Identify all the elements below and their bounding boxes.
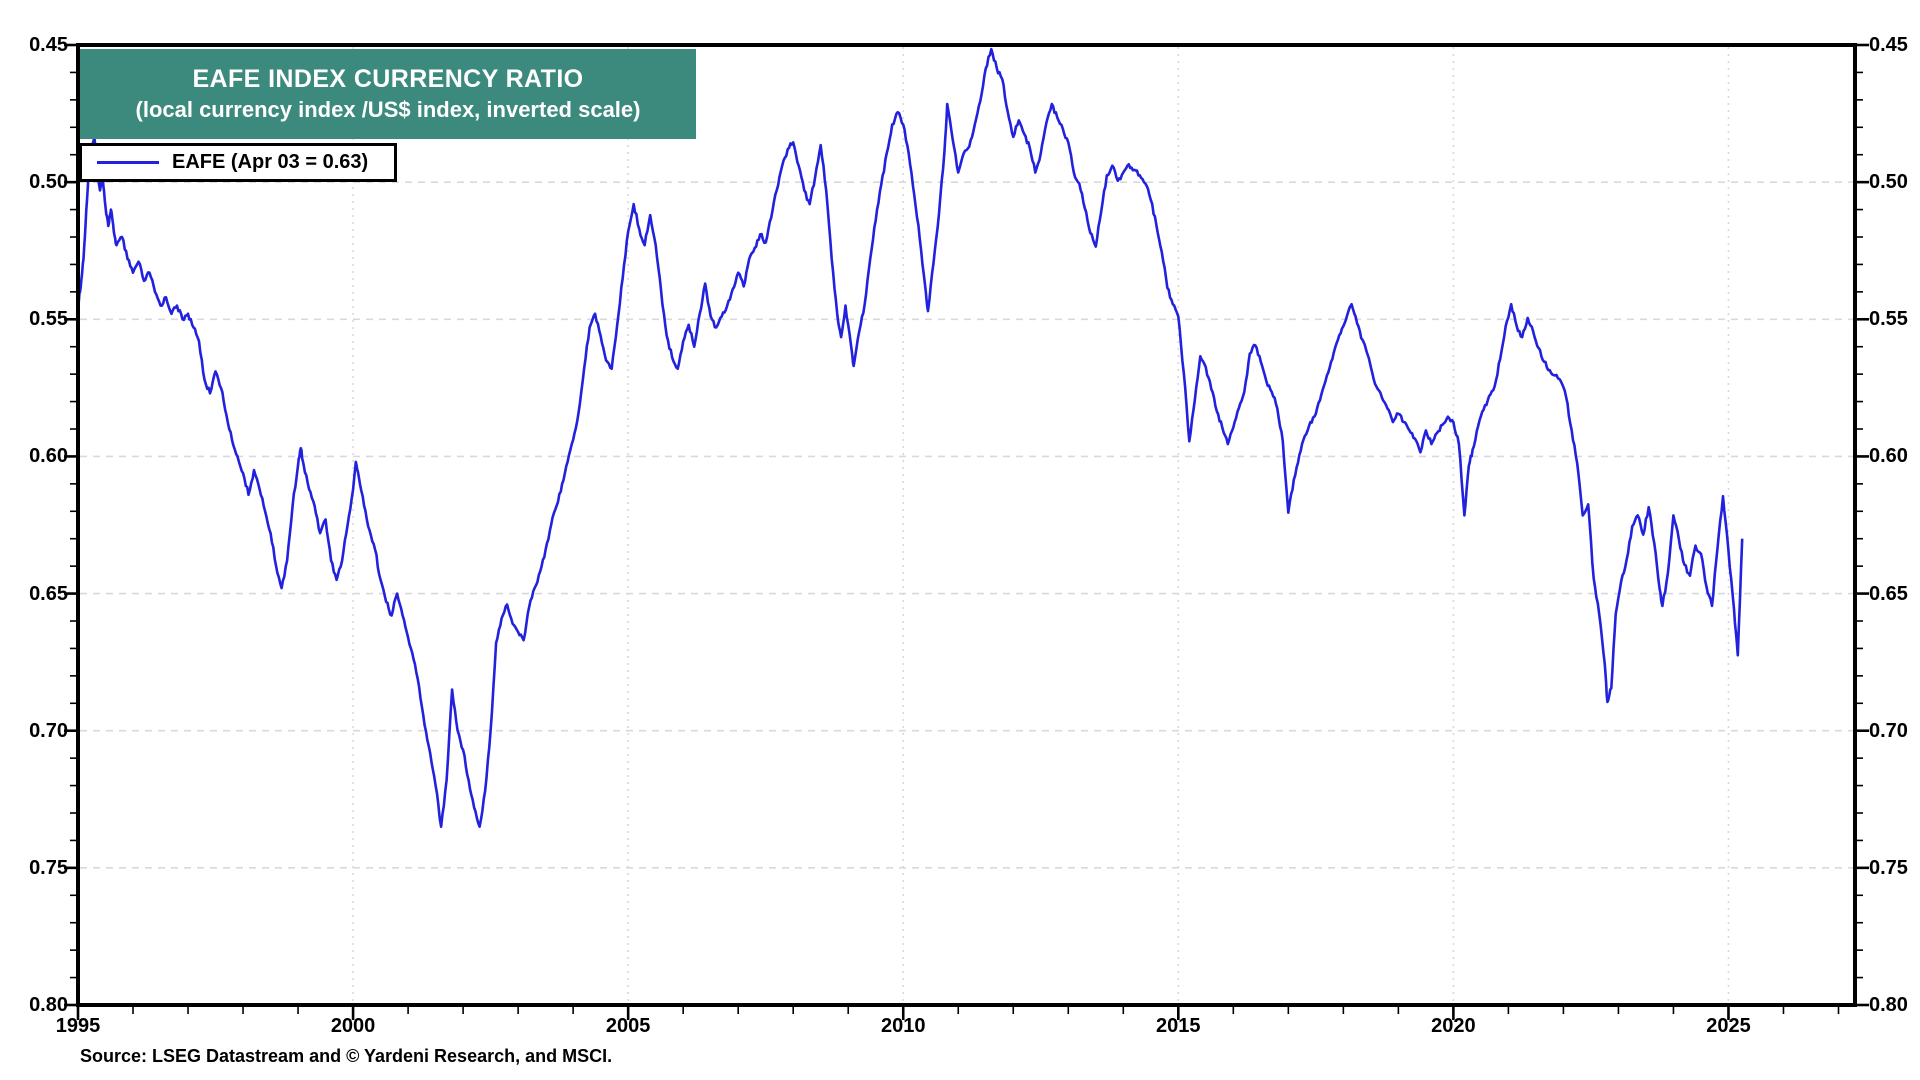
y-tick-label-right: 0.45 [1869, 34, 1908, 56]
legend-line-swatch [97, 161, 159, 164]
chart-subtitle: (local currency index /US$ index, invert… [135, 96, 641, 122]
x-tick-label: 2015 [1156, 1015, 1201, 1037]
x-tick-label: 1995 [55, 1015, 101, 1037]
eafe-series-line [80, 47, 1744, 828]
y-tick-label-right: 0.75 [1869, 856, 1908, 879]
x-tick-label: 2000 [330, 1015, 376, 1037]
x-tick-label: 2025 [1706, 1015, 1751, 1037]
x-tick-label: 2020 [1431, 1015, 1476, 1037]
y-tick-label-left: 0.60 [29, 445, 68, 468]
chart-title-box: EAFE INDEX CURRENCY RATIO (local currenc… [80, 49, 696, 139]
y-tick-label-right: 0.50 [1869, 171, 1908, 194]
y-tick-label-left: 0.50 [29, 171, 68, 194]
y-tick-label-left: 0.80 [29, 994, 68, 1016]
y-tick-label-right: 0.65 [1869, 582, 1908, 605]
y-tick-label-right: 0.55 [1869, 308, 1908, 331]
chart-title: EAFE INDEX CURRENCY RATIO [192, 65, 584, 94]
legend: EAFE (Apr 03 = 0.63) [79, 143, 397, 182]
y-tick-label-left: 0.70 [29, 719, 68, 742]
y-tick-label-left: 0.55 [29, 308, 68, 331]
y-tick-label-left: 0.65 [29, 582, 68, 605]
y-tick-label-right: 0.80 [1869, 994, 1908, 1016]
y-tick-label-right: 0.70 [1869, 719, 1908, 742]
source-note: Source: LSEG Datastream and © Yardeni Re… [80, 1046, 613, 1066]
x-tick-label: 2010 [880, 1015, 926, 1037]
y-tick-label-left: 0.45 [29, 34, 68, 56]
plot-border [76, 43, 1857, 1007]
x-tick-label: 2005 [605, 1015, 651, 1037]
y-tick-label-left: 0.75 [29, 856, 68, 879]
y-tick-label-right: 0.60 [1869, 445, 1908, 468]
legend-series-label: EAFE (Apr 03 = 0.63) [172, 151, 369, 173]
